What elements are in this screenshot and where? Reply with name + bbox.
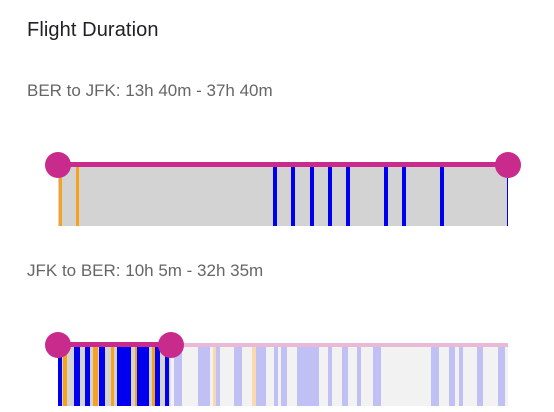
histogram-bar [93,346,99,406]
histogram-bar [63,346,68,406]
histogram-bar [256,346,266,406]
histogram-bar [137,346,150,406]
histogram-bar [73,346,80,406]
slider-track-selected [58,342,171,347]
histogram-bar [384,166,389,226]
histogram-bar [506,166,508,226]
slider-min-handle[interactable] [45,152,71,178]
histogram-bar [346,166,350,226]
slider-max-handle[interactable] [157,332,184,358]
histogram-bar [174,346,183,406]
histogram-bar [213,346,218,406]
histogram-bar [233,346,242,406]
histogram-bar [373,346,381,406]
slider-track-selected [58,162,508,167]
histogram-bar [274,346,278,406]
histogram-bar [402,166,407,226]
return-duration-label: JFK to BER: 10h 5m - 32h 35m [27,261,264,280]
histogram-bar [151,346,155,406]
histogram-bar [476,346,483,406]
flight-duration-title: Flight Duration [27,19,159,41]
histogram-bar [296,346,319,406]
histogram-bar [76,166,79,226]
histogram-bar [439,166,444,226]
slider-min-handle[interactable] [45,332,71,358]
histogram-bar [341,346,348,406]
histogram-bar [328,346,332,406]
histogram-bar [58,166,62,226]
histogram-bar [273,166,278,226]
histogram-bar [498,346,506,406]
histogram-bar [165,346,170,406]
histogram-bar [154,346,160,406]
histogram-bar [85,346,90,406]
histogram-bar [216,346,221,406]
outbound-histogram-background [58,166,508,226]
histogram-bar [430,346,439,406]
histogram-bar [251,346,256,406]
return-duration-slider[interactable] [45,332,508,406]
histogram-bar [134,346,138,406]
histogram-bar [448,346,455,406]
histogram-bar [310,166,314,226]
histogram-bar [458,346,463,406]
histogram-bar [99,346,106,406]
slider-track-unselected [170,343,508,347]
histogram-bar [197,346,210,406]
slider-max-handle[interactable] [495,152,521,178]
histogram-bar [116,346,131,406]
histogram-bar [328,166,332,226]
histogram-bar [357,346,362,406]
outbound-duration-slider[interactable] [45,152,521,226]
histogram-bar [58,346,62,406]
histogram-bar [291,166,296,226]
histogram-bar [280,346,287,406]
histogram-bar [111,346,115,406]
outbound-duration-label: BER to JFK: 13h 40m - 37h 40m [27,81,273,100]
